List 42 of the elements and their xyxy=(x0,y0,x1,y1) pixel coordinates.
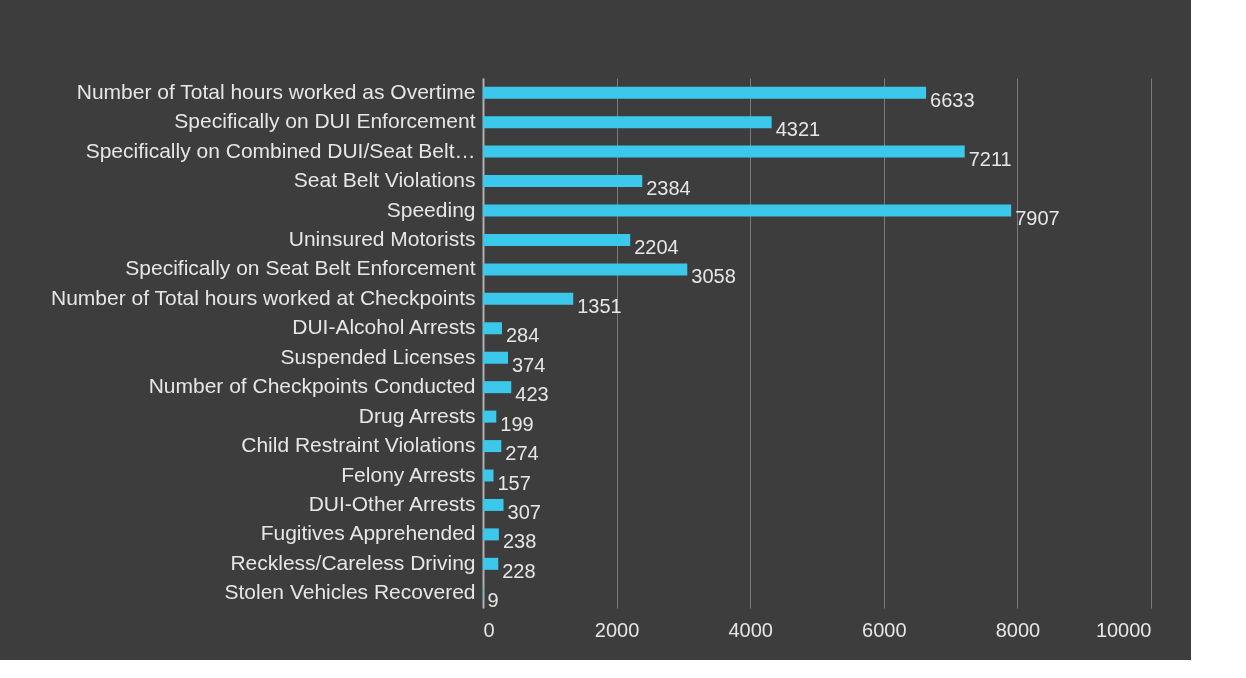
data-label: 374 xyxy=(511,353,546,376)
data-label: 4321 xyxy=(775,118,821,141)
y-tick-label: Stolen Vehicles Recovered xyxy=(224,580,476,604)
y-tick-label: Specifically on Combined DUI/Seat Belt… xyxy=(85,138,476,162)
x-tick-label: 6000 xyxy=(862,618,907,641)
y-tick-label: Felony Arrests xyxy=(341,462,476,486)
data-label: 284 xyxy=(505,324,540,347)
data-label: 238 xyxy=(502,530,537,553)
data-label: 7211 xyxy=(968,147,1012,170)
data-label: 274 xyxy=(505,442,539,465)
y-tick-label: Number of Total hours worked as Overtime xyxy=(76,79,476,103)
data-label: 9 xyxy=(487,589,499,612)
data-label: 7907 xyxy=(1015,206,1060,229)
x-tick-label: 0 xyxy=(483,618,495,641)
x-tick-label: 8000 xyxy=(995,618,1041,641)
data-label: 199 xyxy=(500,412,534,435)
data-label: 157 xyxy=(497,471,531,494)
data-label: 423 xyxy=(515,383,549,406)
y-tick-label: Number of Checkpoints Conducted xyxy=(148,374,476,398)
data-label: 2384 xyxy=(646,177,691,200)
y-tick-label: DUI-Alcohol Arrests xyxy=(292,315,476,339)
y-tick-label: Suspended Licenses xyxy=(280,344,476,368)
x-tick-label: 4000 xyxy=(728,618,773,641)
y-tick-label: Specifically on Seat Belt Enforcement xyxy=(125,256,476,280)
y-tick-label: Number of Total hours worked at Checkpoints xyxy=(51,285,476,309)
y-tick-label: Fugitives Apprehended xyxy=(260,521,476,545)
data-label: 3058 xyxy=(691,265,736,288)
y-tick-label: Drug Arrests xyxy=(358,403,476,427)
data-label: 1351 xyxy=(577,294,622,317)
data-label: 2204 xyxy=(634,235,679,258)
y-tick-label: Reckless/Careless Driving xyxy=(230,550,476,574)
y-tick-label: Uninsured Motorists xyxy=(288,226,476,250)
data-label: 307 xyxy=(507,500,541,523)
data-label: 228 xyxy=(502,559,536,582)
y-tick-label: Child Restraint Violations xyxy=(241,433,476,457)
y-tick-label: DUI-Other Arrests xyxy=(308,491,476,515)
x-tick-label: 10000 xyxy=(1095,618,1152,641)
x-tick-label: 2000 xyxy=(594,618,640,641)
y-tick-label: Seat Belt Violations xyxy=(293,168,476,192)
data-label: 6633 xyxy=(930,88,975,111)
y-tick-label: Speeding xyxy=(386,197,476,221)
y-tick-label: Specifically on DUI Enforcement xyxy=(174,109,476,133)
